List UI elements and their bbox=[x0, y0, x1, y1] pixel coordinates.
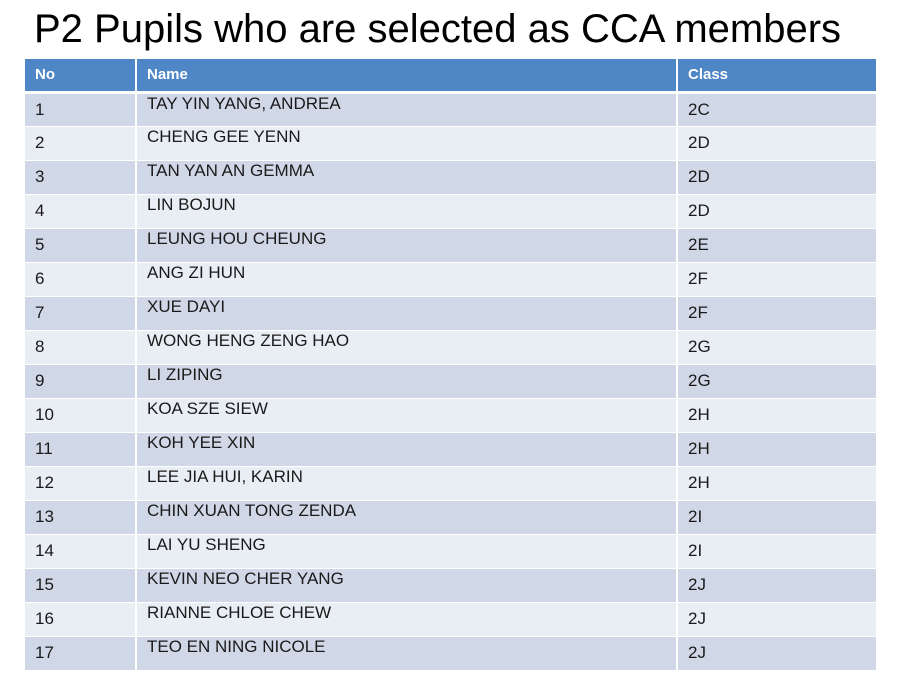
table-row: 5 LEUNG HOU CHEUNG 2E bbox=[23, 228, 878, 262]
row-class: 2E bbox=[676, 228, 878, 262]
row-name: KEVIN NEO CHER YANG bbox=[135, 568, 678, 602]
row-number: 9 bbox=[23, 364, 137, 398]
page-title: P2 Pupils who are selected as CCA member… bbox=[34, 7, 842, 51]
row-name: RIANNE CHLOE CHEW bbox=[135, 602, 678, 636]
row-number: 1 bbox=[23, 92, 137, 126]
row-number: 4 bbox=[23, 194, 137, 228]
table-header: No Name Class bbox=[23, 59, 878, 94]
row-name: ANG ZI HUN bbox=[135, 262, 678, 296]
row-class: 2H bbox=[676, 466, 878, 500]
table-row: 7 XUE DAYI 2F bbox=[23, 296, 878, 330]
table-row: 10 KOA SZE SIEW 2H bbox=[23, 398, 878, 432]
row-class: 2D bbox=[676, 194, 878, 228]
table-body: 1 TAY YIN YANG, ANDREA 2C 2 CHENG GEE YENN 2D… bbox=[23, 92, 878, 670]
row-number: 6 bbox=[23, 262, 137, 296]
row-name: TAY YIN YANG, ANDREA bbox=[135, 92, 678, 126]
row-class: 2F bbox=[676, 296, 878, 330]
header-row: No Name Class bbox=[23, 59, 878, 94]
row-number: 15 bbox=[23, 568, 137, 602]
header-class: Class bbox=[676, 59, 878, 94]
row-class: 2J bbox=[676, 568, 878, 602]
pupils-table: No Name Class 1 TAY YIN YANG, ANDREA 2C 2 CH… bbox=[23, 59, 878, 671]
row-class: 2I bbox=[676, 534, 878, 568]
header-no: No bbox=[23, 59, 137, 94]
table-row: 3 TAN YAN AN GEMMA 2D bbox=[23, 160, 878, 194]
row-name: WONG HENG ZENG HAO bbox=[135, 330, 678, 364]
row-name: LEE JIA HUI, KARIN bbox=[135, 466, 678, 500]
row-class: 2J bbox=[676, 636, 878, 670]
table-row: 4 LIN BOJUN 2D bbox=[23, 194, 878, 228]
table-row: 1 TAY YIN YANG, ANDREA 2C bbox=[23, 92, 878, 126]
table-row: 16 RIANNE CHLOE CHEW 2J bbox=[23, 602, 878, 636]
table-row: 9 LI ZIPING 2G bbox=[23, 364, 878, 398]
table-row: 8 WONG HENG ZENG HAO 2G bbox=[23, 330, 878, 364]
row-name: XUE DAYI bbox=[135, 296, 678, 330]
table-row: 12 LEE JIA HUI, KARIN 2H bbox=[23, 466, 878, 500]
row-class: 2G bbox=[676, 330, 878, 364]
row-name: LEUNG HOU CHEUNG bbox=[135, 228, 678, 262]
table-row: 13 CHIN XUAN TONG ZENDA 2I bbox=[23, 500, 878, 534]
row-name: TAN YAN AN GEMMA bbox=[135, 160, 678, 194]
row-class: 2F bbox=[676, 262, 878, 296]
row-class: 2D bbox=[676, 126, 878, 160]
row-name: KOA SZE SIEW bbox=[135, 398, 678, 432]
row-name: LI ZIPING bbox=[135, 364, 678, 398]
row-number: 14 bbox=[23, 534, 137, 568]
table-row: 17 TEO EN NING NICOLE 2J bbox=[23, 636, 878, 670]
row-name: TEO EN NING NICOLE bbox=[135, 636, 678, 670]
row-number: 16 bbox=[23, 602, 137, 636]
table-row: 11 KOH YEE XIN 2H bbox=[23, 432, 878, 466]
row-number: 3 bbox=[23, 160, 137, 194]
table-row: 14 LAI YU SHENG 2I bbox=[23, 534, 878, 568]
row-class: 2H bbox=[676, 398, 878, 432]
row-number: 12 bbox=[23, 466, 137, 500]
row-name: LAI YU SHENG bbox=[135, 534, 678, 568]
row-number: 5 bbox=[23, 228, 137, 262]
row-number: 13 bbox=[23, 500, 137, 534]
table-row: 15 KEVIN NEO CHER YANG 2J bbox=[23, 568, 878, 602]
row-number: 10 bbox=[23, 398, 137, 432]
row-class: 2I bbox=[676, 500, 878, 534]
row-number: 8 bbox=[23, 330, 137, 364]
row-name: LIN BOJUN bbox=[135, 194, 678, 228]
row-number: 7 bbox=[23, 296, 137, 330]
row-class: 2C bbox=[676, 92, 878, 126]
row-name: KOH YEE XIN bbox=[135, 432, 678, 466]
row-class: 2J bbox=[676, 602, 878, 636]
row-class: 2G bbox=[676, 364, 878, 398]
row-number: 2 bbox=[23, 126, 137, 160]
row-number: 17 bbox=[23, 636, 137, 670]
row-class: 2D bbox=[676, 160, 878, 194]
row-class: 2H bbox=[676, 432, 878, 466]
row-name: CHENG GEE YENN bbox=[135, 126, 678, 160]
table-row: 2 CHENG GEE YENN 2D bbox=[23, 126, 878, 160]
row-name: CHIN XUAN TONG ZENDA bbox=[135, 500, 678, 534]
row-number: 11 bbox=[23, 432, 137, 466]
table-row: 6 ANG ZI HUN 2F bbox=[23, 262, 878, 296]
header-name: Name bbox=[135, 59, 678, 94]
